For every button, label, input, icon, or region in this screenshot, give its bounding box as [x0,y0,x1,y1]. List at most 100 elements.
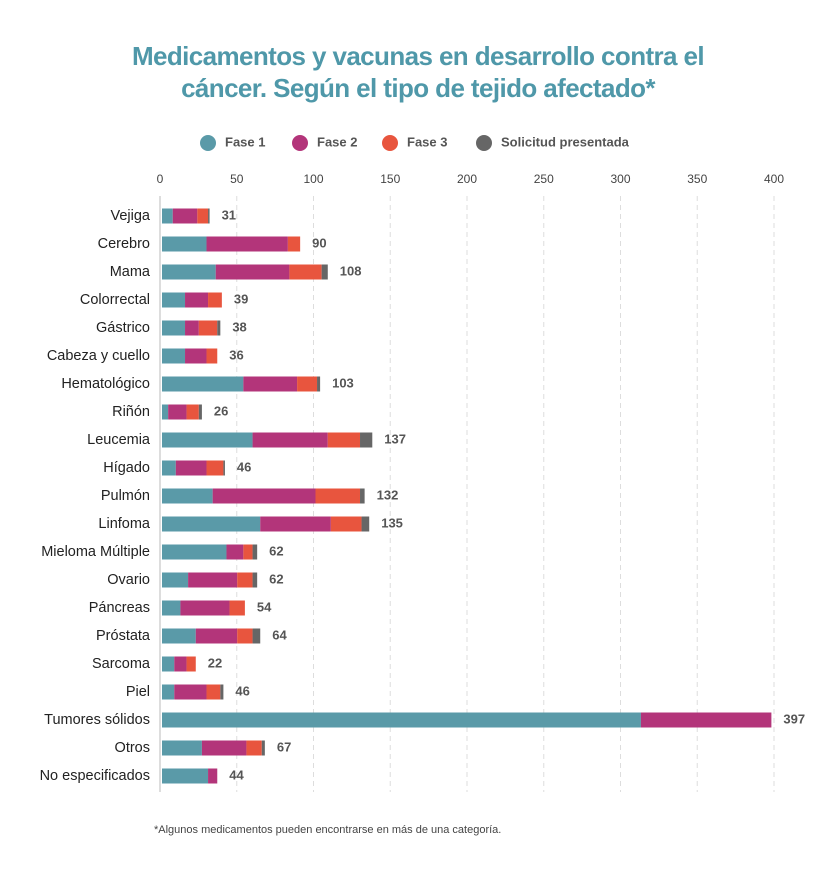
y-tick-label: Riñón [112,404,150,420]
bar-segment [217,320,221,336]
x-tick-label: 200 [457,172,477,186]
bar-segment [215,264,290,280]
bar-segment [198,404,202,420]
bar-segment [315,488,361,504]
legend-marker [476,135,492,151]
total-label: 397 [783,711,805,726]
total-label: 44 [229,767,244,782]
bar-segment [243,544,253,560]
legend-marker [382,135,398,151]
total-label: 67 [277,739,291,754]
bar-segment [162,740,202,756]
bar-segment [252,628,261,644]
legend-label: Solicitud presentada [501,134,630,149]
x-tick-label: 250 [534,172,554,186]
bar-segment [360,488,365,504]
legend-marker [200,135,216,151]
x-tick-label: 150 [380,172,400,186]
total-label: 36 [229,347,243,362]
total-label: 22 [208,655,222,670]
bar-segment [317,376,321,392]
bar-segment [186,656,196,672]
total-label: 62 [269,571,283,586]
bar-segment [252,572,258,588]
bar-segment [297,376,318,392]
total-label: 38 [232,319,246,334]
total-label: 39 [234,291,248,306]
bar-segment [162,460,176,476]
bar-segment [162,628,196,644]
bar-segment [212,488,316,504]
total-label: 135 [381,515,403,530]
bar-segment [162,264,216,280]
bar-segment [229,600,245,616]
bar-segment [186,404,199,420]
bar-segment [162,712,641,728]
bar-segment [172,208,198,224]
bar-segment [360,432,373,448]
total-label: 137 [384,431,406,446]
y-tick-label: Piel [126,684,150,700]
bar-segment [321,264,328,280]
bar-segment [206,460,224,476]
bar-segment [180,600,230,616]
bar-segment [162,488,213,504]
y-tick-label: Pulmón [101,488,150,504]
bar-segment [162,236,207,252]
bar-segment [243,376,298,392]
bar-segment [195,628,238,644]
legend-label: Fase 3 [407,134,447,149]
y-tick-label: Páncreas [89,600,150,616]
bar-segment [162,768,209,784]
bar-segment [361,516,370,532]
bar-segment [162,348,186,364]
y-tick-label: Cerebro [98,236,150,252]
bar-segment [162,208,173,224]
bar-segment [252,544,258,560]
x-tick-label: 0 [157,172,164,186]
total-label: 31 [222,207,236,222]
bar-segment [206,236,288,252]
total-label: 103 [332,375,354,390]
y-tick-label: Gástrico [96,320,150,336]
total-label: 62 [269,543,283,558]
bar-segment [162,572,189,588]
y-tick-label: Próstata [96,628,151,644]
bar-segment [168,404,187,420]
bar-segment [640,712,772,728]
total-label: 46 [237,459,251,474]
y-tick-label: Mieloma Múltiple [41,544,150,560]
x-tick-label: 300 [610,172,630,186]
bar-segment [206,348,218,364]
y-tick-label: Tumores sólidos [44,712,150,728]
x-tick-label: 100 [303,172,323,186]
bar-segment [162,516,261,532]
y-tick-label: Vejiga [110,208,150,224]
y-tick-label: Hígado [103,460,150,476]
footnote: *Algunos medicamentos pueden encontrarse… [154,824,501,836]
bar-segment [327,432,361,448]
bar-segment [287,236,301,252]
bar-segment [226,544,244,560]
bar-segment [197,208,209,224]
total-label: 54 [257,599,272,614]
bar-segment [208,208,210,224]
bar-segment [252,432,328,448]
bar-segment [237,628,253,644]
bar-segment [223,460,225,476]
bar-segment [188,572,238,588]
bar-segment [208,292,222,308]
total-label: 26 [214,403,228,418]
y-tick-label: Ovario [107,572,150,588]
bar-segment [162,432,253,448]
bar-segment [185,348,207,364]
bar-segment [330,516,362,532]
total-label: 90 [312,235,326,250]
bar-segment [208,768,218,784]
total-label: 64 [272,627,287,642]
bar-segment [174,684,207,700]
bar-segment [162,684,175,700]
bar-segment [162,600,181,616]
y-tick-label: Leucemia [87,432,151,448]
